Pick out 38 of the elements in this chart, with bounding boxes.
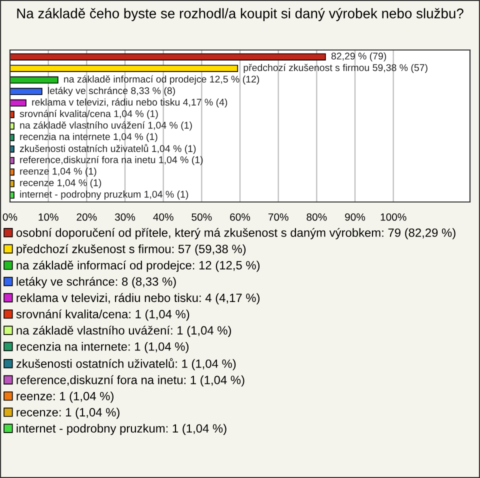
x-tick-label: 60% [230,213,250,221]
x-tick-label: 40% [153,213,174,221]
data-label: reklama v televizi, rádiu nebo tisku 4,17 % (4) [32,98,228,108]
data-label: recenzia na internete 1,04 % (1) [20,132,158,142]
x-tick-label: 50% [192,213,212,221]
data-label: letáky ve schránce 8,33 % (8) [48,86,175,96]
legend-label: internet - podrobny pruzkum: 1 (1,04 %) [16,424,226,436]
legend-label: srovnání kvalita/cena: 1 (1,04 %) [16,309,190,321]
data-label: na základě informací od prodejce 12,5 % (12) [64,75,260,85]
x-tick-label: 0% [2,213,18,221]
legend-label: osobní doporučení od přítele, který má zkušenost s daným výrobkem: 79 (82,29 %) [16,228,456,240]
x-tick-label: 100% [380,213,406,221]
data-label: recenze 1,04 % (1) [20,179,102,188]
legend-label: předchozí zkušenost s firmou: 57 (59,38 %) [16,244,246,256]
x-tick-label: 10% [38,213,58,221]
data-label: na základě vlastního uvážení 1,04 % (1) [20,121,192,131]
chart-title: Na základě čeho byste se rozhodl/a koupit si daný výrobek nebo službu? [17,8,464,22]
x-tick-label: 20% [76,213,97,221]
legend-label: na základě vlastního uvážení: 1 (1,04 %) [16,326,231,337]
x-tick-label: 80% [306,213,327,221]
data-label: 82,29 % (79) [331,52,386,62]
data-label: reenze 1,04 % (1) [20,168,96,177]
legend-label: zkušenosti ostatních uživatelů: 1 (1,04 %) [16,358,236,370]
data-label: reference,diskuzní fora na inetu 1,04 % (1) [20,156,203,166]
legend-label: reenze: 1 (1,04 %) [16,392,114,403]
x-tick-label: 90% [345,213,366,221]
legend-label: reference,diskuzní fora na inetu: 1 (1,04 %) [16,375,244,387]
x-tick-label: 70% [268,213,288,221]
x-tick-label: 30% [114,213,136,221]
legend-label: recenzia na internete: 1 (1,04 %) [16,342,188,354]
legend-label: letáky ve schránce: 8 (8,33 %) [16,276,176,288]
data-label: internet - podrobny pruzkum 1,04 % (1) [20,190,188,200]
legend-label: recenze: 1 (1,04 %) [16,408,120,419]
data-label: srovnání kvalita/cena 1,04 % (1) [20,110,158,120]
legend-label: reklama v televizi, rádiu nebo tisku: 4 (4,17 %) [16,293,260,304]
legend-label: na základě informací od prodejce: 12 (12,5 %) [16,260,260,272]
data-label: zkušenosti ostatních uživatelů 1,04 % (1) [20,144,196,154]
data-label: předchozí zkušenost s firmou 59,38 % (57) [244,64,428,74]
